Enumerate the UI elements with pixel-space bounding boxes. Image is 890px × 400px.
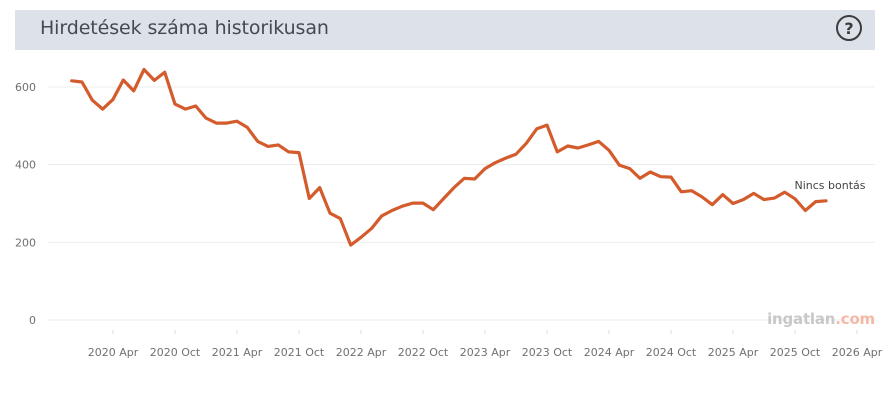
y-tick-label: 0 — [29, 314, 36, 327]
line-chart: 0 200 400 600 2020 Apr 2020 Oct 2021 Apr 2021 O… — [0, 50, 890, 370]
watermark-suffix: .com — [835, 310, 875, 328]
line-chart-svg: 0 200 400 600 2020 Apr 2020 Oct 2021 Apr 2021 O… — [15, 67, 883, 359]
x-tick-label: 2024 Apr — [584, 346, 635, 359]
x-tick-label: 2025 Oct — [770, 346, 821, 359]
y-tick-label: 600 — [15, 81, 36, 94]
x-tick-label: 2025 Apr — [708, 346, 759, 359]
x-tick-label: 2020 Apr — [88, 346, 139, 359]
series-line — [70, 67, 828, 247]
x-tick-label: 2023 Oct — [522, 346, 573, 359]
x-tick-label: 2023 Apr — [460, 346, 511, 359]
x-tick-label: 2021 Apr — [212, 346, 263, 359]
y-tick-label: 200 — [15, 236, 36, 249]
x-tick-label: 2024 Oct — [646, 346, 697, 359]
brand-watermark: ingatlan.com — [767, 310, 875, 328]
x-tick-label: 2022 Apr — [336, 346, 387, 359]
series-end-label: Nincs bontás — [794, 179, 865, 192]
chart-title: Hirdetések száma historikusan — [40, 17, 329, 39]
watermark-brand: ingatlan — [767, 310, 836, 328]
y-tick-label: 400 — [15, 159, 36, 172]
x-tick-label: 2026 Apr — [832, 346, 883, 359]
x-tick-label: 2022 Oct — [398, 346, 449, 359]
x-tick-label: 2021 Oct — [274, 346, 325, 359]
question-circle-icon[interactable]: ? — [836, 15, 862, 41]
x-tick-label: 2020 Oct — [150, 346, 201, 359]
chart-header: Hirdetések száma historikusan ? — [15, 10, 875, 50]
